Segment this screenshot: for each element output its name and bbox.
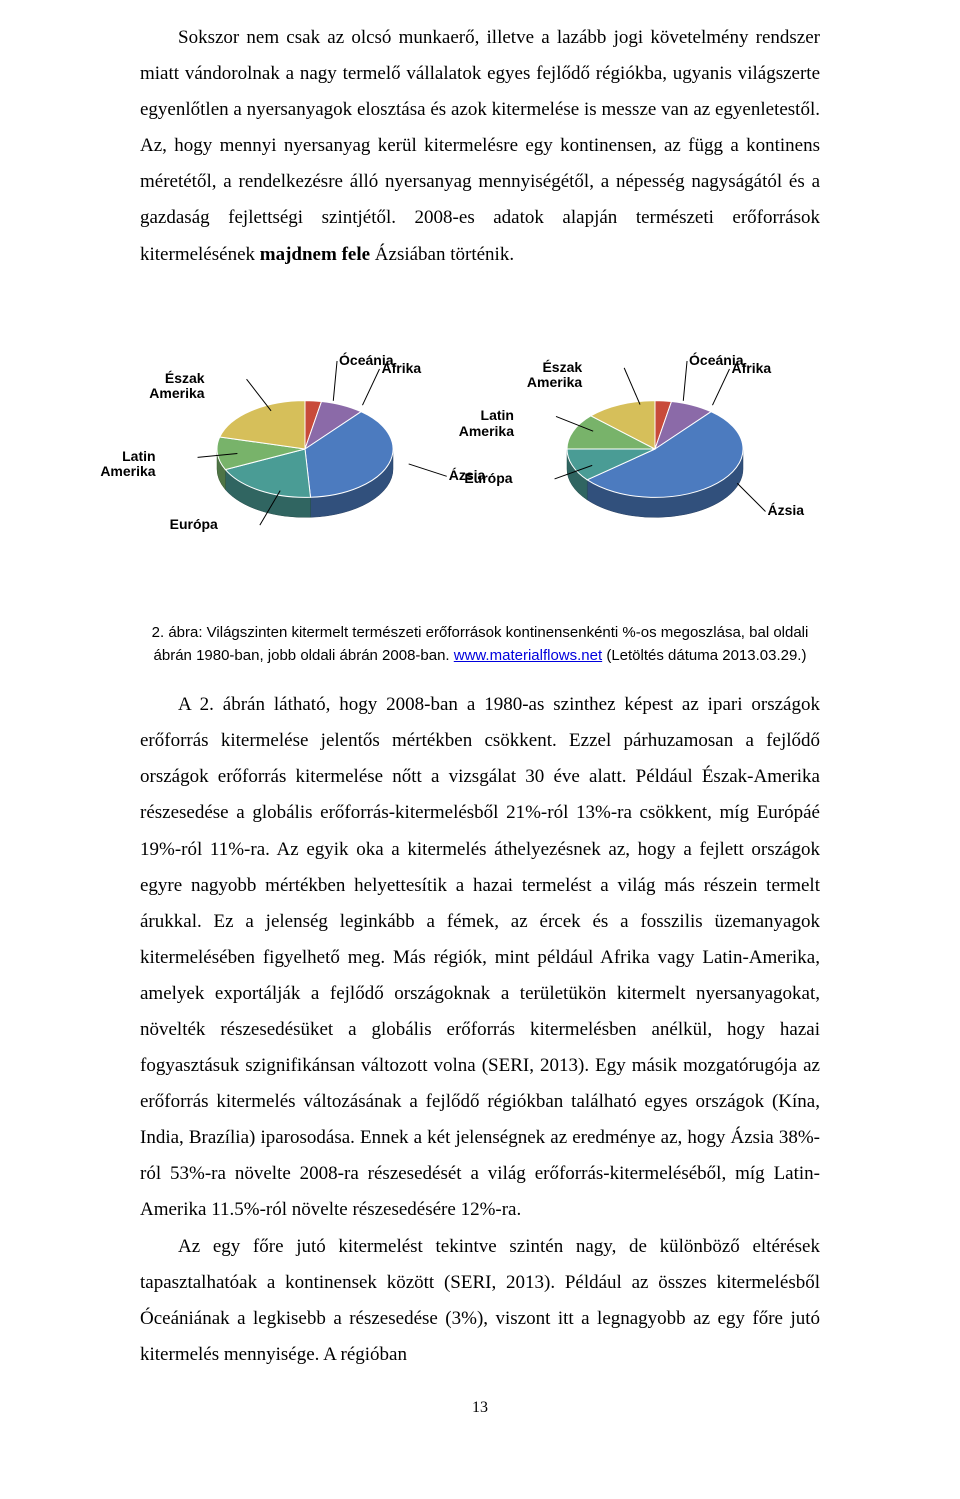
pie-chart-svg (470, 301, 840, 581)
paragraph-1: Sokszor nem csak az olcsó munkaerő, ille… (140, 20, 820, 273)
figure-2-caption: 2. ábra: Világszinten kitermelt természe… (140, 621, 820, 668)
caption-tail: (Letöltés dátuma 2013.03.29.) (606, 647, 806, 664)
page-number: 13 (140, 1393, 820, 1423)
paragraph-3: Az egy főre jutó kitermelést tekintve sz… (140, 1229, 820, 1373)
pie-chart-svg (120, 301, 490, 581)
paragraph-2: A 2. ábrán látható, hogy 2008-ban a 1980… (140, 687, 820, 1228)
paragraph-1-tail: Ázsiában történik. (375, 244, 514, 265)
pie-2008: ÓceániaAfrikaÁzsiaEurópaLatin AmerikaÉsz… (490, 301, 820, 581)
caption-link[interactable]: www.materialflows.net (454, 647, 602, 664)
page: Sokszor nem csak az olcsó munkaerő, ille… (70, 0, 890, 1423)
paragraph-1-bold: majdnem fele (260, 244, 370, 265)
paragraph-1-lead: Sokszor nem csak az olcsó munkaerő, ille… (140, 27, 820, 265)
figure-2-pies: ÓceániaAfrikaÁzsiaEurópaLatin AmerikaÉsz… (140, 301, 820, 581)
pie-1980: ÓceániaAfrikaÁzsiaEurópaLatin AmerikaÉsz… (140, 301, 470, 581)
